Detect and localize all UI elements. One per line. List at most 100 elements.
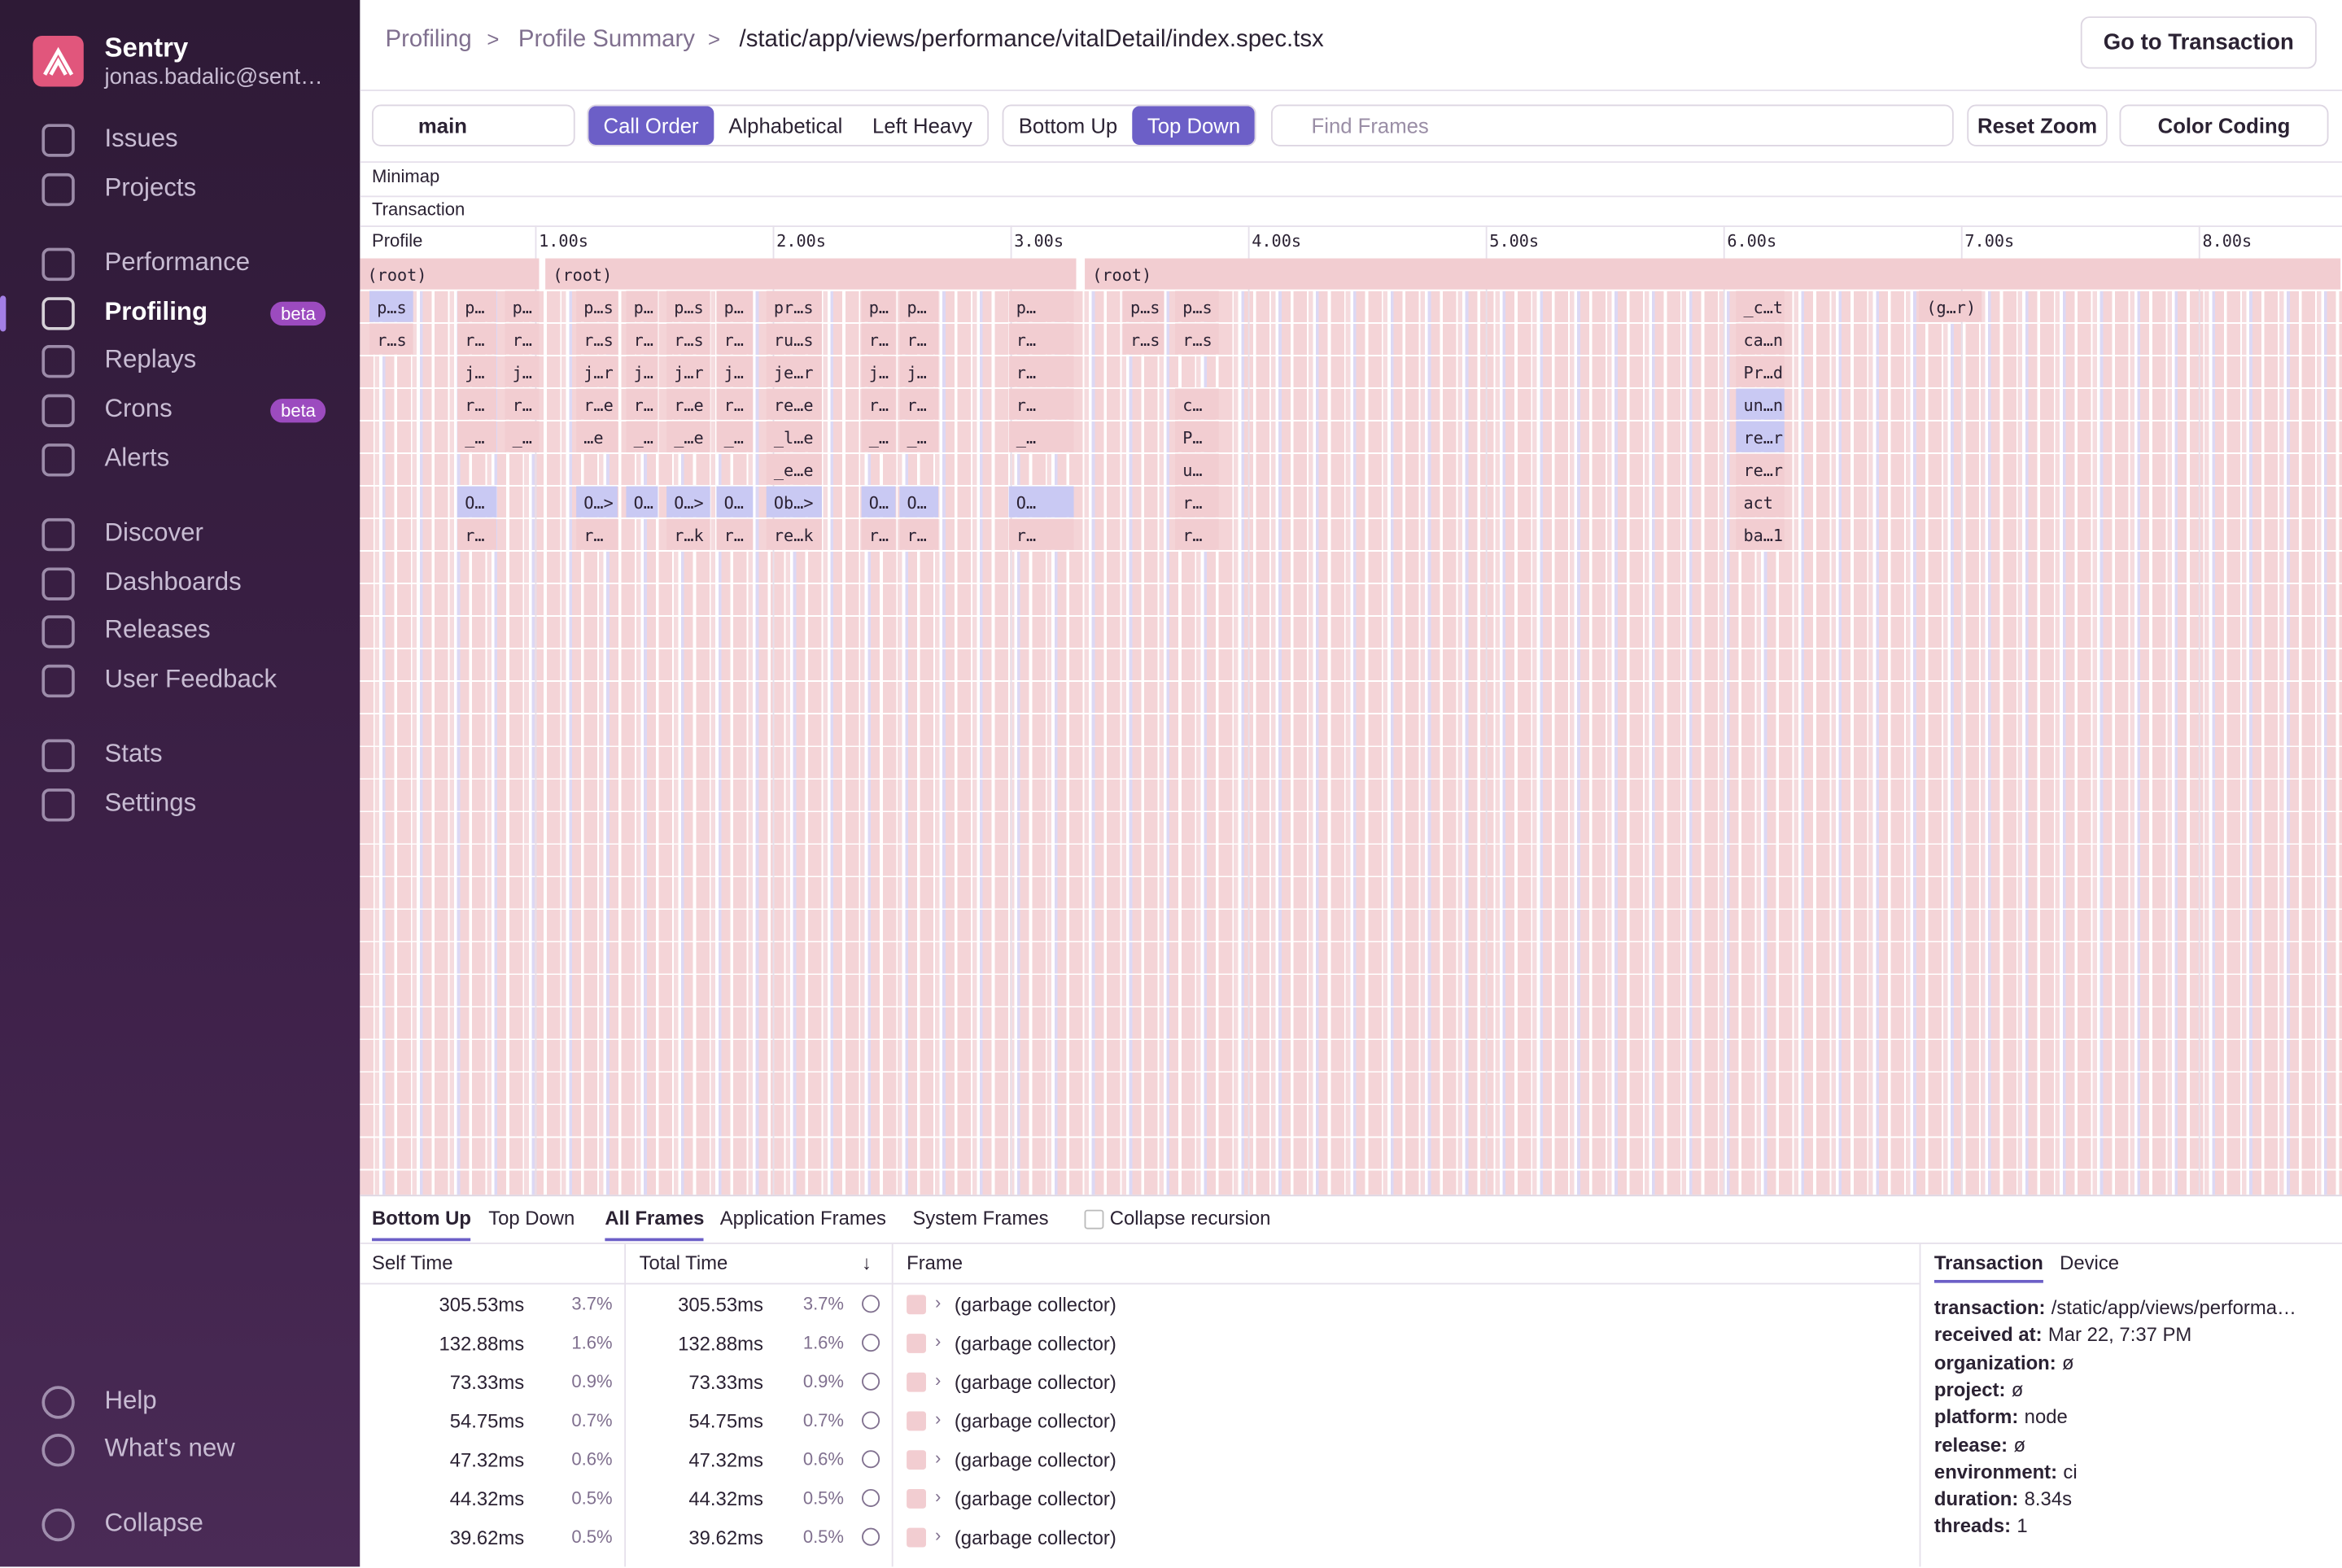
nav-icon [42, 248, 74, 281]
toggle-option[interactable]: Top Down [1133, 106, 1256, 145]
frame-label: r… [1016, 363, 1036, 382]
tab[interactable]: Bottom Up [372, 1207, 471, 1241]
nav-item[interactable]: Collapse [104, 1509, 203, 1539]
nav-item[interactable]: What's new [104, 1434, 234, 1464]
section-label[interactable]: Transaction [372, 199, 465, 220]
filter-tab[interactable]: All Frames [605, 1207, 704, 1241]
reset-zoom[interactable]: Reset Zoom [1967, 104, 2108, 146]
self-time: 73.33ms [374, 1371, 524, 1394]
detail-key: duration: [1934, 1487, 2018, 1510]
self-time: 305.53ms [374, 1294, 524, 1317]
self-time: 39.62ms [374, 1527, 524, 1549]
x-tick-label: 1.00s [539, 231, 588, 251]
detail-value: 8.34s [2025, 1487, 2072, 1510]
nav-item[interactable]: Profiling [104, 297, 208, 327]
breadcrumb[interactable]: Profile Summary [518, 27, 695, 54]
toggle-option[interactable]: Alphabetical [714, 106, 858, 145]
total-time: 73.33ms [627, 1371, 763, 1394]
frame-label: r… [1016, 526, 1036, 545]
column-header[interactable]: Frame [907, 1251, 963, 1274]
color-coding[interactable]: Color Coding [2120, 104, 2329, 146]
total-percent: 0.7% [776, 1410, 844, 1431]
nav-icon [42, 1386, 74, 1418]
frame-label: u… [1182, 461, 1202, 480]
frame-label: re…r [1743, 461, 1783, 480]
frame-label: r…e [583, 395, 613, 415]
nav-item[interactable]: Stats [104, 740, 162, 770]
checkbox-label[interactable]: Collapse recursion [1110, 1207, 1271, 1230]
frame-label: r…s [1130, 330, 1160, 350]
frame-swatch [907, 1295, 926, 1314]
frame-label: r… [724, 526, 744, 545]
frame-label: ru…s [774, 330, 814, 350]
filter-tab[interactable]: Application Frames [720, 1207, 886, 1230]
detail-key: release: [1934, 1433, 2008, 1456]
filter-tab[interactable]: System Frames [912, 1207, 1048, 1230]
settings-icon [862, 1412, 880, 1430]
frame-label: r… [907, 330, 926, 350]
column-header[interactable]: Self Time [372, 1251, 452, 1274]
frame-name[interactable]: (garbage collector) [955, 1371, 1116, 1394]
nav-item[interactable]: Performance [104, 248, 250, 278]
frame-swatch [907, 1528, 926, 1548]
frame-label: _… [513, 428, 532, 448]
x-tick-label: 7.00s [1964, 231, 2014, 251]
org-name[interactable]: Sentry [104, 33, 188, 64]
tab[interactable]: Top Down [488, 1207, 575, 1230]
nav-item[interactable]: Alerts [104, 443, 169, 474]
frame-label: (g…r) [1926, 298, 1976, 317]
frame-name[interactable]: (garbage collector) [955, 1527, 1116, 1549]
nav-item[interactable]: Issues [104, 124, 177, 154]
details-tab[interactable]: Transaction [1934, 1251, 2043, 1283]
toggle-option[interactable]: Bottom Up [1003, 106, 1132, 145]
nav-item[interactable]: Releases [104, 615, 210, 645]
detail-key: platform: [1934, 1406, 2018, 1429]
expand-icon: › [935, 1369, 941, 1391]
checkbox[interactable] [1085, 1210, 1104, 1230]
nav-item[interactable]: Settings [104, 788, 196, 819]
settings-icon [862, 1450, 880, 1468]
frame-label: j… [634, 363, 653, 382]
search-frames[interactable]: Find Frames [1271, 104, 1954, 146]
column-header[interactable]: Total Time [640, 1251, 728, 1274]
frame-name[interactable]: (garbage collector) [955, 1487, 1116, 1510]
frame-name[interactable]: (garbage collector) [955, 1410, 1116, 1433]
frame-label: p…s [1130, 298, 1160, 317]
frame-label: r… [583, 526, 603, 545]
sort-icon[interactable]: ↓ [862, 1251, 872, 1274]
frame-name[interactable]: (garbage collector) [955, 1294, 1116, 1317]
frame-name[interactable]: (garbage collector) [955, 1332, 1116, 1355]
nav-item[interactable]: Crons [104, 395, 172, 425]
nav-icon [42, 567, 74, 600]
thread-select[interactable]: main [372, 104, 575, 146]
order-toggle: Call OrderAlphabeticalLeft Heavy [587, 104, 989, 146]
nav-item[interactable]: Projects [104, 173, 196, 203]
nav-item[interactable]: Replays [104, 345, 196, 375]
frame-label: r… [869, 330, 889, 350]
self-percent: 0.7% [545, 1410, 613, 1431]
frame-label: …e [583, 428, 603, 448]
nav-item[interactable]: Discover [104, 518, 203, 548]
frame-label: p… [907, 298, 926, 317]
frame-label: j…r [583, 363, 613, 382]
frame-label: p…s [1182, 298, 1212, 317]
nav-item[interactable]: Help [104, 1386, 156, 1416]
go-to-transaction[interactable]: Go to Transaction [2081, 16, 2317, 68]
details-tab[interactable]: Device [2060, 1251, 2119, 1274]
section-label[interactable]: Minimap [372, 166, 439, 187]
frame-name[interactable]: (garbage collector) [955, 1448, 1116, 1471]
flamegraph[interactable]: Profile1.00s2.00s3.00s4.00s5.00s6.00s7.0… [360, 225, 2342, 1195]
frame-label: r…s [377, 330, 406, 350]
toggle-option[interactable]: Call Order [588, 106, 714, 145]
self-time: 132.88ms [374, 1332, 524, 1355]
breadcrumb[interactable]: Profiling [386, 27, 472, 54]
frame-label: _… [724, 428, 744, 448]
divider [360, 1243, 2342, 1244]
toggle-option[interactable]: Left Heavy [858, 106, 988, 145]
nav-item[interactable]: Dashboards [104, 567, 241, 597]
frame-swatch [907, 1450, 926, 1470]
divider [360, 1283, 1919, 1285]
frame-label: r… [465, 395, 484, 415]
nav-item[interactable]: User Feedback [104, 665, 277, 695]
self-percent: 3.7% [545, 1294, 613, 1315]
